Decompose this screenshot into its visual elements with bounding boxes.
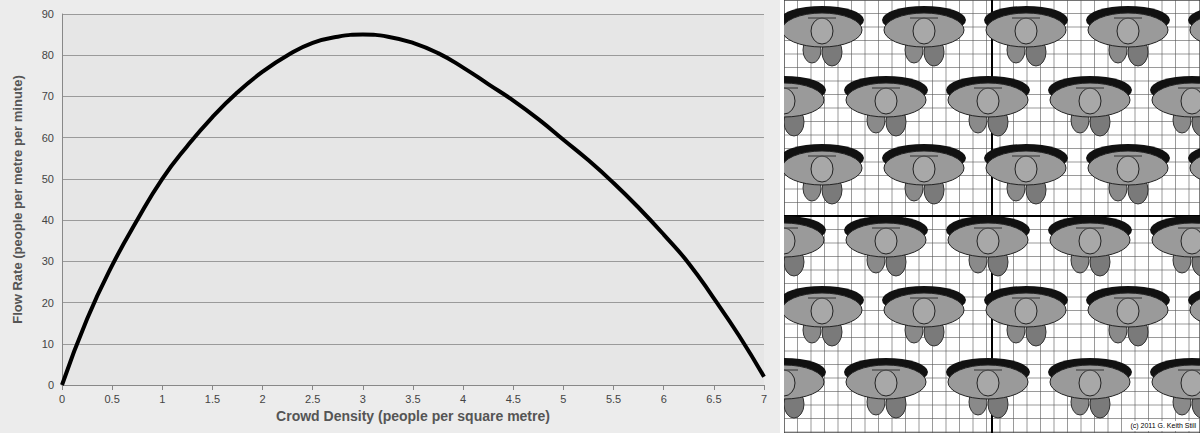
svg-text:90: 90 [42, 8, 54, 20]
svg-text:5.5: 5.5 [606, 393, 621, 405]
svg-text:2.5: 2.5 [305, 393, 320, 405]
svg-text:Crowd Density (people per squa: Crowd Density (people per square metre) [276, 408, 550, 424]
svg-text:(c) 2011 G. Keith Still: (c) 2011 G. Keith Still [1130, 422, 1196, 430]
svg-text:30: 30 [42, 255, 54, 267]
svg-text:2: 2 [260, 393, 266, 405]
svg-text:7: 7 [761, 393, 767, 405]
svg-text:0: 0 [48, 379, 54, 391]
svg-text:3: 3 [360, 393, 366, 405]
svg-text:50: 50 [42, 173, 54, 185]
svg-text:5: 5 [560, 393, 566, 405]
svg-text:6: 6 [661, 393, 667, 405]
svg-text:1.5: 1.5 [205, 393, 220, 405]
svg-text:6.5: 6.5 [706, 393, 721, 405]
svg-text:10: 10 [42, 338, 54, 350]
svg-text:20: 20 [42, 297, 54, 309]
svg-text:1: 1 [159, 393, 165, 405]
svg-text:70: 70 [42, 90, 54, 102]
svg-text:80: 80 [42, 49, 54, 61]
svg-text:3.5: 3.5 [405, 393, 420, 405]
svg-text:0: 0 [59, 393, 65, 405]
svg-text:0.5: 0.5 [104, 393, 119, 405]
svg-text:40: 40 [42, 214, 54, 226]
svg-text:4.5: 4.5 [506, 393, 521, 405]
svg-text:4: 4 [460, 393, 466, 405]
svg-text:Flow Rate (people per metre pe: Flow Rate (people per metre per minute) [10, 75, 25, 324]
svg-text:60: 60 [42, 132, 54, 144]
